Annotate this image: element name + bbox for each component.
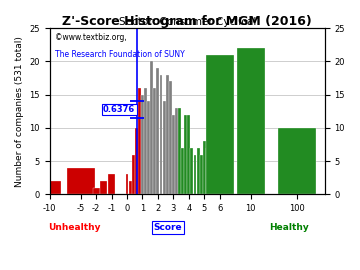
Bar xyxy=(206,55,234,194)
Bar xyxy=(67,168,95,194)
Bar xyxy=(157,68,159,194)
Bar xyxy=(194,154,197,194)
Bar xyxy=(153,88,156,194)
Bar xyxy=(93,188,100,194)
Bar xyxy=(100,181,107,194)
Bar xyxy=(209,174,212,194)
Bar xyxy=(147,101,150,194)
Bar xyxy=(197,148,199,194)
Bar xyxy=(212,168,215,194)
Bar xyxy=(138,88,141,194)
Bar xyxy=(206,148,209,194)
Y-axis label: Number of companies (531 total): Number of companies (531 total) xyxy=(15,36,24,187)
Bar xyxy=(150,61,153,194)
Bar xyxy=(135,128,138,194)
Bar xyxy=(126,174,129,194)
Bar xyxy=(278,128,316,194)
Bar xyxy=(187,114,190,194)
Text: Sector: Consumer Cyclical: Sector: Consumer Cyclical xyxy=(118,17,256,27)
Bar xyxy=(132,154,135,194)
Bar xyxy=(163,101,166,194)
Bar xyxy=(38,181,61,194)
Text: 0.6376: 0.6376 xyxy=(103,105,135,114)
Bar xyxy=(237,48,265,194)
Bar xyxy=(175,108,178,194)
Text: ©www.textbiz.org,: ©www.textbiz.org, xyxy=(55,33,127,42)
Bar xyxy=(169,81,172,194)
Bar xyxy=(141,94,144,194)
Bar xyxy=(200,154,203,194)
Bar xyxy=(129,181,132,194)
Bar xyxy=(190,148,193,194)
Bar xyxy=(184,114,187,194)
Text: Healthy: Healthy xyxy=(269,223,309,232)
Bar xyxy=(108,174,115,194)
Text: Score: Score xyxy=(154,223,183,232)
Text: The Research Foundation of SUNY: The Research Foundation of SUNY xyxy=(55,50,185,59)
Bar xyxy=(181,148,184,194)
Bar xyxy=(203,141,206,194)
Bar xyxy=(144,88,147,194)
Text: Unhealthy: Unhealthy xyxy=(48,223,101,232)
Bar xyxy=(178,108,181,194)
Bar xyxy=(172,114,175,194)
Bar xyxy=(166,75,169,194)
Bar xyxy=(159,75,162,194)
Title: Z'-Score Histogram for MGM (2016): Z'-Score Histogram for MGM (2016) xyxy=(62,15,312,28)
